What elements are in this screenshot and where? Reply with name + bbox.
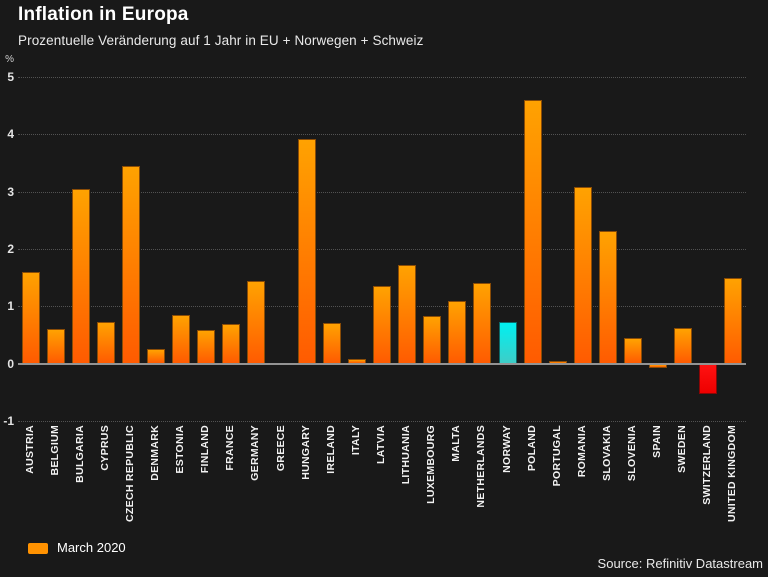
y-tick-label-0: 0 bbox=[7, 356, 14, 371]
bar-poland bbox=[523, 99, 542, 364]
y-tick-label-2: 2 bbox=[7, 242, 14, 256]
source-attribution: Source: Refinitiv Datastream bbox=[597, 556, 763, 571]
bar-germany bbox=[247, 281, 266, 364]
x-label-austria: AUSTRIA bbox=[23, 425, 36, 474]
x-axis-category-labels: AUSTRIA BELGIUM BULGARIA CYPRUS CZECH REPUBL… bbox=[18, 425, 746, 530]
x-label-czech-republic: CZECH REPUBLIC bbox=[123, 425, 136, 522]
x-label-portugal: PORTUGAL bbox=[550, 425, 563, 487]
legend-swatch-march-2020 bbox=[28, 543, 48, 554]
y-tick-label-4: 4 bbox=[7, 127, 14, 142]
bar-estonia bbox=[172, 314, 191, 364]
bar-austria bbox=[21, 271, 40, 364]
x-label-switzerland: SWITZERLAND bbox=[701, 425, 714, 505]
bar-cyprus bbox=[96, 322, 115, 364]
x-label-denmark: DENMARK bbox=[149, 425, 162, 481]
bar-netherlands bbox=[473, 283, 492, 364]
x-label-belgium: BELGIUM bbox=[48, 425, 61, 476]
x-label-slovenia: SLOVENIA bbox=[626, 425, 639, 482]
bar-finland bbox=[197, 330, 216, 364]
x-label-finland: FINLAND bbox=[199, 425, 212, 474]
legend-label: March 2020 bbox=[57, 540, 126, 555]
x-label-malta: MALTA bbox=[450, 425, 463, 462]
bar-hungary bbox=[297, 138, 316, 364]
gridline-y--1 bbox=[18, 421, 746, 422]
bar-switzerland bbox=[699, 363, 718, 395]
gridline-y-3 bbox=[18, 191, 746, 193]
x-label-poland: POLAND bbox=[525, 425, 538, 472]
x-label-ireland: IRELAND bbox=[324, 425, 337, 474]
x-label-germany: GERMANY bbox=[249, 425, 262, 481]
bar-latvia bbox=[373, 286, 391, 364]
y-axis-unit-label: % bbox=[5, 54, 14, 65]
x-label-italy: ITALY bbox=[349, 425, 362, 456]
bar-norway bbox=[498, 322, 517, 364]
x-label-norway: NORWAY bbox=[500, 425, 513, 473]
bar-belgium bbox=[46, 328, 65, 364]
plot-area bbox=[18, 77, 746, 422]
bar-luxembourg bbox=[423, 315, 442, 364]
bar-czech-republic bbox=[121, 165, 140, 364]
x-label-bulgaria: BULGARIA bbox=[73, 425, 86, 483]
zero-axis-line bbox=[18, 362, 746, 365]
bar-lithuania bbox=[398, 265, 417, 364]
x-label-luxembourg: LUXEMBOURG bbox=[425, 425, 438, 504]
x-label-slovakia: SLOVAKIA bbox=[600, 425, 613, 481]
chart-title: Inflation in Europa bbox=[18, 4, 189, 25]
gridline-y-2 bbox=[18, 249, 746, 250]
bar-bulgaria bbox=[71, 189, 90, 364]
x-label-netherlands: NETHERLANDS bbox=[475, 425, 488, 508]
y-tick-label--1: -1 bbox=[3, 414, 14, 428]
legend: March 2020 bbox=[28, 540, 126, 555]
bar-denmark bbox=[147, 348, 166, 364]
y-tick-label-5: 5 bbox=[7, 70, 14, 84]
x-label-estonia: ESTONIA bbox=[174, 425, 187, 474]
x-label-lithuania: LITHUANIA bbox=[400, 425, 413, 485]
bar-united-kingdom bbox=[724, 277, 743, 364]
gridline-y-5 bbox=[18, 77, 746, 78]
bar-slovakia bbox=[598, 230, 617, 364]
bar-sweden bbox=[674, 328, 693, 364]
gridline-y-4 bbox=[18, 134, 746, 136]
chart-subtitle: Prozentuelle Veränderung auf 1 Jahr in E… bbox=[18, 33, 424, 48]
x-label-romania: ROMANIA bbox=[575, 425, 588, 478]
bar-ireland bbox=[322, 322, 341, 364]
x-label-cyprus: CYPRUS bbox=[98, 425, 111, 471]
x-label-sweden: SWEDEN bbox=[676, 425, 689, 473]
bar-malta bbox=[448, 300, 467, 364]
bar-romania bbox=[573, 187, 592, 364]
x-label-latvia: LATVIA bbox=[375, 425, 387, 464]
bar-slovenia bbox=[624, 337, 643, 364]
x-label-france: FRANCE bbox=[224, 425, 237, 471]
bar-france bbox=[222, 323, 241, 364]
y-tick-label-3: 3 bbox=[7, 184, 14, 199]
y-tick-label-1: 1 bbox=[7, 299, 14, 314]
y-axis-tick-labels: 5 4 3 2 1 0 -1 bbox=[0, 70, 14, 428]
x-label-united-kingdom: UNITED KINGDOM bbox=[726, 425, 739, 522]
x-label-spain: SPAIN bbox=[651, 425, 664, 458]
x-label-greece: GREECE bbox=[274, 425, 287, 472]
x-label-hungary: HUNGARY bbox=[299, 425, 312, 480]
